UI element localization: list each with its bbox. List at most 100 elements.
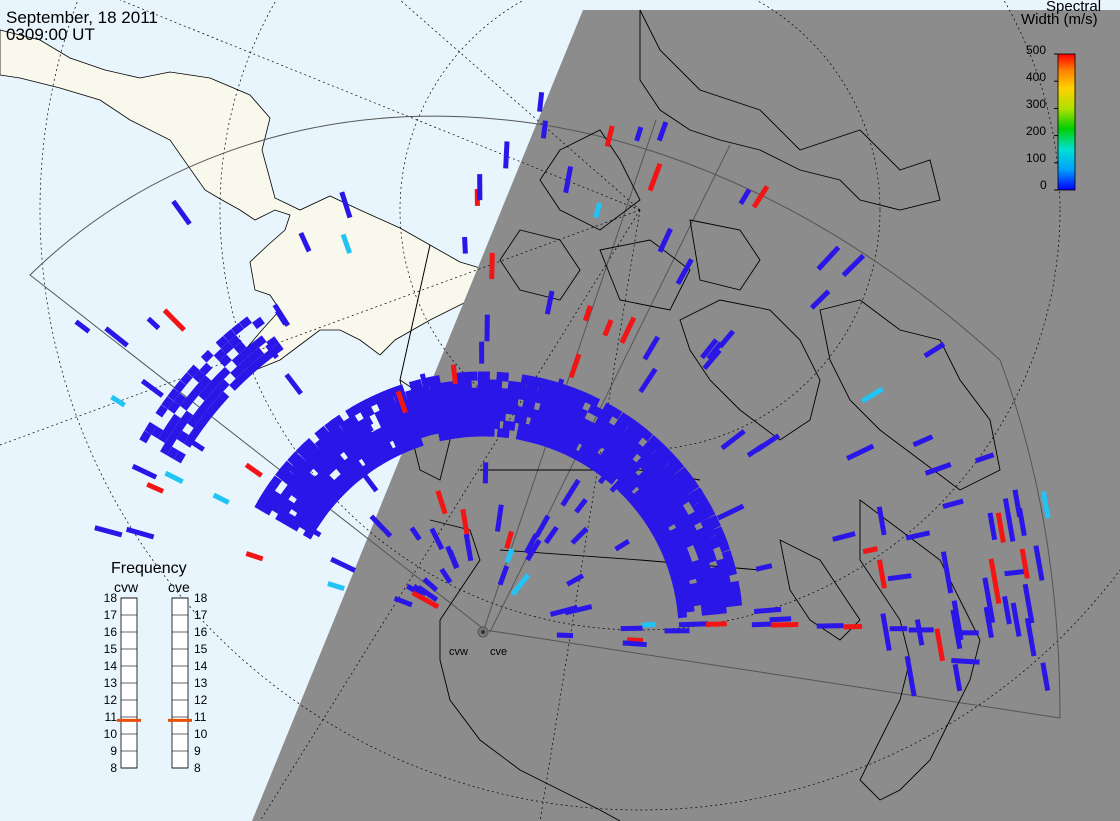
echo-cell bbox=[573, 406, 588, 420]
echo-cell bbox=[146, 482, 165, 494]
frequency-title: Frequency bbox=[111, 560, 187, 577]
echo-cell bbox=[505, 396, 519, 408]
echo-cell bbox=[175, 418, 188, 432]
echo-cell bbox=[445, 545, 459, 570]
echo-cell bbox=[131, 463, 158, 480]
echo-cell bbox=[395, 390, 408, 414]
echo-cell bbox=[340, 233, 353, 254]
echo-cell bbox=[504, 547, 515, 564]
echo-cell bbox=[219, 354, 232, 368]
echo-cell bbox=[510, 573, 531, 597]
echo-cell bbox=[275, 508, 289, 524]
echo-cell bbox=[280, 498, 296, 514]
echo-cell bbox=[390, 384, 406, 397]
echo-cell bbox=[880, 613, 892, 651]
echo-cell bbox=[556, 632, 574, 639]
echo-cell bbox=[568, 353, 582, 379]
echo-cell bbox=[1010, 602, 1022, 637]
echo-cell bbox=[685, 476, 700, 492]
echo-cell bbox=[846, 443, 875, 461]
echo-cell bbox=[496, 371, 509, 382]
echo-cell bbox=[876, 506, 887, 536]
echo-cell bbox=[301, 471, 316, 487]
echo-cell bbox=[460, 508, 470, 537]
echo-cell bbox=[300, 521, 322, 538]
echo-cell bbox=[168, 413, 181, 427]
echo-cell bbox=[144, 421, 157, 435]
echo-cell bbox=[570, 526, 589, 545]
echo-cell bbox=[158, 430, 171, 443]
echo-cell bbox=[253, 335, 267, 348]
echo-cell bbox=[658, 481, 674, 497]
echo-cell bbox=[239, 316, 252, 329]
echo-cell bbox=[457, 427, 471, 438]
echo-cell bbox=[160, 442, 172, 456]
echo-cell bbox=[482, 427, 495, 437]
echo-cell bbox=[167, 388, 180, 401]
echo-cell bbox=[843, 624, 863, 630]
echo-cell bbox=[238, 347, 252, 360]
freq-tick-label: 11 bbox=[194, 710, 207, 724]
echo-cell bbox=[211, 373, 224, 387]
echo-cell bbox=[344, 414, 360, 429]
echo-cell bbox=[940, 551, 954, 594]
echo-cell bbox=[359, 405, 375, 420]
echo-cell bbox=[482, 462, 489, 484]
echo-cell bbox=[585, 394, 601, 408]
colorbar-tick-label: 100 bbox=[1026, 151, 1047, 165]
echo-cell bbox=[602, 319, 614, 337]
colorbar-tick-label: 300 bbox=[1026, 97, 1047, 111]
echo-cell bbox=[166, 446, 179, 460]
colorbar-tick-label: 0 bbox=[1040, 178, 1047, 192]
echo-cell bbox=[362, 417, 374, 433]
echo-cell bbox=[708, 602, 719, 615]
echo-cell bbox=[180, 372, 193, 386]
freq-tick-label: 16 bbox=[103, 625, 117, 639]
echo-cell bbox=[706, 341, 724, 361]
echo-cell bbox=[731, 593, 743, 607]
freq-tick-label: 15 bbox=[194, 642, 208, 656]
echo-cell bbox=[231, 322, 244, 336]
freq-tick-label: 12 bbox=[103, 693, 117, 707]
echo-cell bbox=[327, 581, 345, 592]
colorbar-title-line1: Spectral bbox=[1046, 0, 1102, 15]
echo-cell bbox=[459, 379, 472, 390]
echo-cell bbox=[642, 335, 661, 361]
echo-cell bbox=[816, 623, 844, 629]
echo-cell bbox=[685, 566, 697, 581]
echo-cell bbox=[509, 405, 524, 416]
echo-cell bbox=[609, 477, 624, 493]
echo-cell bbox=[622, 640, 647, 648]
echo-cell bbox=[173, 380, 187, 393]
echo-cell bbox=[279, 460, 294, 476]
echo-cell bbox=[604, 125, 615, 148]
echo-cell bbox=[140, 378, 164, 398]
echo-cell bbox=[280, 484, 296, 500]
echo-cell bbox=[597, 469, 611, 485]
freq-tick-label: 13 bbox=[103, 676, 117, 690]
echo-cell bbox=[450, 412, 464, 423]
echo-cell bbox=[664, 628, 690, 634]
echo-cell bbox=[707, 514, 721, 530]
echo-cell bbox=[497, 565, 510, 586]
echo-cell bbox=[167, 401, 181, 414]
echo-cell bbox=[678, 481, 693, 497]
echo-cell bbox=[1002, 498, 1016, 542]
echo-cell bbox=[543, 525, 559, 545]
echo-cell bbox=[995, 512, 1006, 543]
echo-cell bbox=[217, 366, 231, 380]
echo-cell bbox=[146, 316, 161, 331]
echo-cell bbox=[716, 503, 745, 521]
echo-cell bbox=[625, 458, 641, 474]
echo-cell bbox=[393, 596, 413, 608]
freq-tick-label: 11 bbox=[104, 710, 117, 724]
colorbar-title-line2: Width (m/s) bbox=[1021, 11, 1098, 28]
echo-cell bbox=[613, 418, 629, 433]
echo-cell bbox=[433, 406, 448, 418]
echo-cell bbox=[676, 562, 695, 573]
echo-cell bbox=[832, 531, 856, 542]
echo-cell bbox=[465, 371, 478, 382]
echo-cell bbox=[952, 663, 963, 692]
echo-cell bbox=[1040, 490, 1051, 519]
echo-cell bbox=[700, 602, 711, 616]
